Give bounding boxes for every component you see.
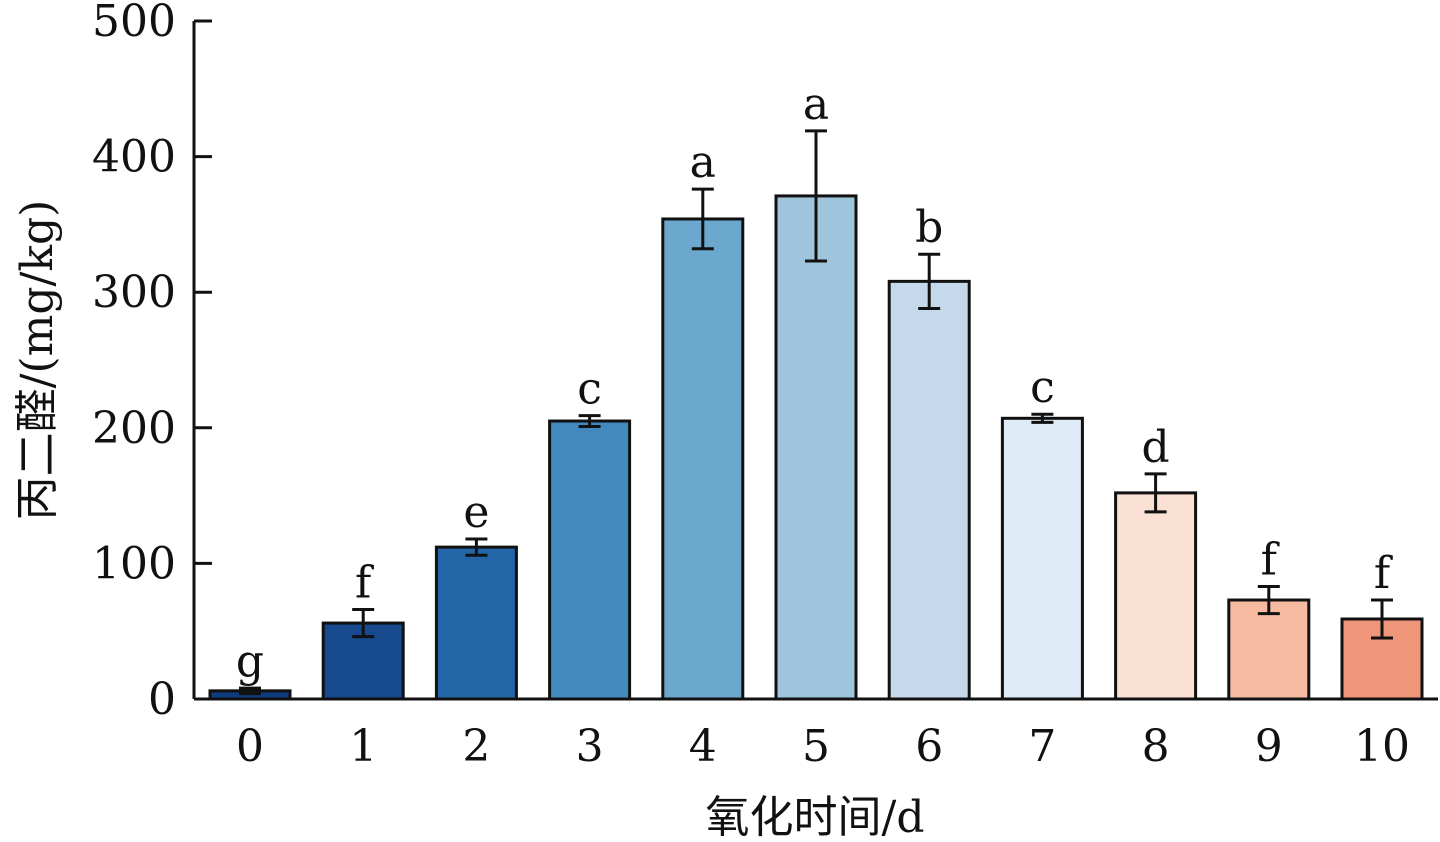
error-bar [805,129,827,263]
x-tick-label: 1 [349,721,377,772]
significance-label: a [690,137,716,188]
error-bar [1371,598,1393,640]
x-tick-label: 4 [689,721,717,772]
significance-label: c [577,364,602,415]
bar [661,217,745,701]
significance-labels-layer: g f e c a a b c d f f [236,79,1393,687]
x-tick-label: 6 [915,721,943,772]
significance-label: a [803,79,829,130]
error-bar [239,686,261,696]
y-axis-title: 丙二醛/(mg/kg) [12,200,63,521]
y-tick-label: 300 [92,267,176,318]
error-bar [578,414,601,428]
significance-label: g [236,636,264,687]
y-tick-label: 0 [148,674,176,725]
significance-label: e [463,487,489,538]
bar [774,194,858,701]
bar [548,419,632,701]
error-bar [1031,412,1054,424]
x-tick-label: 7 [1028,721,1056,772]
y-tick-label: 100 [92,538,176,589]
significance-label: b [915,202,943,253]
x-tick-label: 9 [1255,721,1283,772]
x-axis-title: 氧化时间/d [706,792,925,842]
error-bar [918,252,941,310]
bar [1114,491,1198,701]
bars-layer [208,194,1424,701]
significance-label: f [355,558,374,609]
bar [1000,416,1084,701]
y-tick-label: 400 [92,132,176,183]
bar [434,545,518,701]
significance-label: c [1030,362,1055,413]
y-axis: 0 100 200 300 400 500 [92,0,212,725]
error-bar [1144,472,1167,514]
error-bar [691,187,714,251]
significance-label: f [1261,534,1280,585]
x-axis: 0 1 2 3 4 5 6 7 8 9 10 [194,697,1438,772]
error-bar [465,537,488,557]
error-bar [1257,584,1280,616]
x-tick-label: 5 [802,721,830,772]
y-tick-label: 500 [92,0,176,47]
x-tick-label: 3 [576,721,604,772]
y-tick-label: 200 [92,403,176,454]
significance-label: f [1374,548,1393,599]
significance-label: d [1142,422,1170,473]
x-tick-label: 8 [1142,721,1170,772]
x-tick-label: 10 [1354,721,1410,772]
bar [887,279,971,701]
error-bars-layer [239,129,1393,696]
x-tick-label: 2 [462,721,490,772]
x-tick-label: 0 [236,721,264,772]
error-bar [352,608,375,639]
